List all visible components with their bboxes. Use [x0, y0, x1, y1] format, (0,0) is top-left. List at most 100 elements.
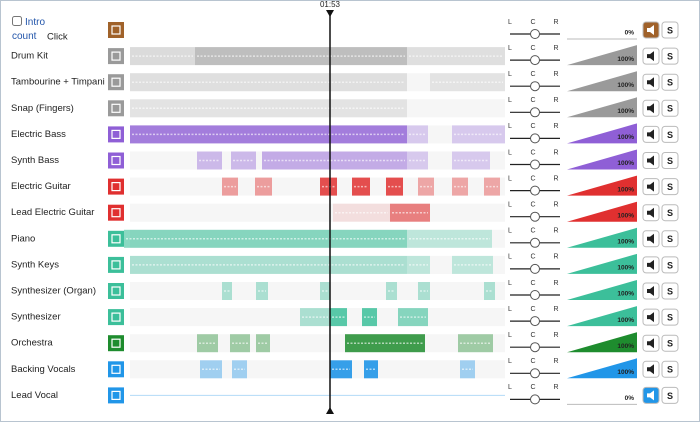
pan-label: R: [553, 254, 558, 261]
pan-label: C: [530, 332, 535, 339]
solo-button[interactable]: [661, 204, 679, 222]
track-icon[interactable]: [108, 178, 124, 195]
track-icon[interactable]: [108, 126, 124, 143]
volume-wedge[interactable]: [567, 306, 637, 327]
pan-knob[interactable]: [530, 290, 540, 300]
pan-knob[interactable]: [530, 81, 540, 92]
pan-knob[interactable]: [530, 237, 540, 248]
volume-wedge[interactable]: [567, 358, 637, 379]
track-name: Lead Electric Guitar: [11, 207, 94, 218]
solo-label: S: [667, 78, 673, 88]
track-icon[interactable]: [108, 335, 124, 352]
track-name: Synthesizer: [11, 312, 61, 323]
track-icon[interactable]: [108, 256, 124, 273]
pan-label: C: [530, 254, 535, 261]
icon-glyph: [111, 260, 121, 270]
clip: [222, 177, 238, 196]
track-name: Electric Guitar: [11, 181, 71, 192]
icon-glyph: [111, 364, 121, 374]
intro-checkbox[interactable]: [12, 16, 22, 26]
volume-wedge[interactable]: [567, 332, 637, 353]
solo-label: S: [667, 25, 673, 35]
pan-knob[interactable]: [530, 394, 540, 405]
track-icon[interactable]: [108, 309, 124, 326]
track-icon[interactable]: [108, 100, 124, 117]
solo-button[interactable]: [661, 47, 679, 65]
pan-knob[interactable]: [530, 29, 540, 39]
volume-wedge[interactable]: [567, 201, 637, 222]
solo-button[interactable]: [661, 308, 679, 326]
track-icon[interactable]: [108, 48, 124, 65]
track-icon[interactable]: [108, 74, 124, 91]
pan-knob[interactable]: [530, 263, 540, 274]
mute-icon: [647, 25, 654, 35]
pan-knob[interactable]: [530, 316, 540, 327]
solo-button[interactable]: [661, 360, 679, 378]
pan-label: R: [553, 97, 558, 104]
icon-glyph: [111, 155, 121, 166]
pan-knob[interactable]: [530, 159, 540, 170]
pan-label: R: [553, 358, 558, 365]
pan-knob[interactable]: [530, 55, 540, 66]
intro-count[interactable]: Intro count: [12, 16, 56, 44]
mute-icon: [647, 286, 654, 296]
solo-button[interactable]: [661, 125, 679, 143]
volume-label: 100%: [617, 186, 634, 193]
volume-wedge[interactable]: [567, 175, 637, 196]
volume-label: 100%: [617, 56, 634, 63]
icon-glyph: [111, 25, 121, 35]
pan-knob[interactable]: [530, 185, 540, 196]
volume-wedge[interactable]: [567, 45, 637, 66]
pan-label: L: [508, 123, 512, 130]
pan-label: R: [553, 202, 558, 209]
volume-wedge[interactable]: [567, 71, 637, 92]
clip: [330, 308, 347, 327]
solo-button[interactable]: [661, 386, 679, 404]
volume-wedge[interactable]: [567, 97, 637, 118]
track-icon[interactable]: [108, 283, 124, 299]
solo-button[interactable]: [661, 73, 679, 91]
volume-label: 0%: [625, 395, 635, 402]
solo-button[interactable]: [661, 21, 679, 39]
solo-button[interactable]: [661, 282, 679, 300]
pan-label: C: [530, 358, 535, 365]
volume-wedge[interactable]: [567, 253, 637, 274]
icon-glyph: [111, 338, 121, 348]
pan-knob[interactable]: [530, 211, 540, 222]
pan-label: L: [508, 306, 512, 313]
mute-icon: [647, 338, 654, 349]
track-icon[interactable]: [108, 152, 124, 169]
icon-glyph: [111, 103, 121, 113]
pan-knob[interactable]: [530, 368, 540, 379]
lane: [130, 360, 505, 379]
lane: [130, 177, 505, 196]
track-icon[interactable]: [108, 204, 124, 221]
volume-wedge[interactable]: [567, 227, 637, 248]
mute-icon: [647, 364, 654, 375]
solo-button[interactable]: [661, 178, 679, 196]
volume-wedge[interactable]: [567, 123, 637, 144]
solo-button[interactable]: [661, 152, 679, 169]
pan-label: L: [508, 280, 512, 287]
track-icon[interactable]: [108, 387, 124, 404]
track-name: Snap (Fingers): [11, 103, 74, 114]
track-icon[interactable]: [108, 22, 124, 38]
volume-wedge[interactable]: [567, 280, 637, 300]
pan-label: C: [530, 71, 535, 78]
volume-wedge[interactable]: [567, 149, 637, 170]
track-icon[interactable]: [108, 230, 124, 247]
pan-knob[interactable]: [530, 133, 540, 144]
track-icon[interactable]: [108, 361, 124, 378]
volume-label: 100%: [617, 212, 634, 219]
solo-button[interactable]: [661, 99, 679, 117]
solo-button[interactable]: [661, 334, 679, 352]
solo-button[interactable]: [661, 256, 679, 274]
pan-knob[interactable]: [530, 107, 540, 118]
playhead-bottom: [326, 407, 334, 414]
pan-label: C: [530, 306, 535, 313]
mute-icon: [647, 103, 654, 114]
volume-label: 100%: [617, 317, 634, 324]
pan-knob[interactable]: [530, 342, 540, 353]
solo-button[interactable]: [661, 230, 679, 248]
